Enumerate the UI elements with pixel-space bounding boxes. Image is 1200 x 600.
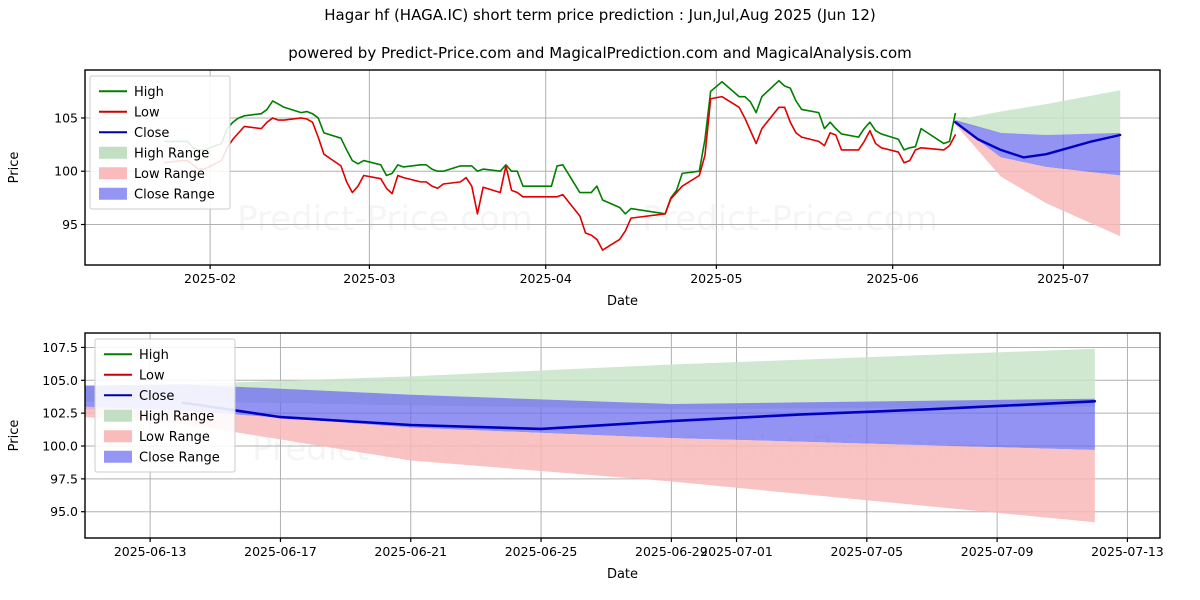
x-tick-label: 2025-06: [867, 271, 919, 286]
y-tick-label: 95: [62, 217, 78, 232]
legend-label: High: [134, 85, 164, 100]
legend-label: Low: [134, 105, 160, 120]
band-close-range: [955, 120, 1121, 176]
series-high: [163, 79, 957, 215]
legend-label: High Range: [139, 409, 214, 424]
y-axis-title: Price: [7, 152, 22, 184]
plot-frame: [84, 332, 1161, 539]
bottom-prediction-chart: Predict-Price.comPredict-Price.com95.097…: [0, 325, 1200, 600]
legend-label: High Range: [134, 146, 209, 161]
band-high-range: [955, 90, 1121, 135]
legend-label: Close Range: [139, 450, 220, 465]
top-price-chart: Predict-Price.comPredict-Price.comPredic…: [0, 62, 1200, 325]
x-tick-label: 2025-06-21: [374, 544, 447, 559]
y-tick-label: 100.0: [42, 439, 78, 454]
legend-label: Close: [139, 389, 174, 404]
x-tick-label: 2025-07-05: [830, 544, 903, 559]
legend-label: High: [139, 348, 169, 363]
chart-legend: High Low Close High Range Low Range Close Ran…: [94, 338, 236, 473]
series-close: [181, 400, 1097, 431]
y-tick-label: 97.5: [50, 471, 78, 486]
page-title: Hagar hf (HAGA.IC) short term price pred…: [324, 6, 876, 24]
band-low-range: [85, 406, 1095, 523]
band-low-range: [955, 123, 1121, 237]
x-tick-label: 2025-03: [343, 271, 395, 286]
x-tick-label: 2025-02: [184, 271, 236, 286]
plot-frame: [84, 69, 1161, 266]
x-tick-label: 2025-06-17: [244, 544, 317, 559]
chart-legend: High Low Close High Range Low Range Close Ran…: [89, 75, 231, 210]
legend-label: Close: [134, 126, 169, 141]
legend-label: Close Range: [134, 187, 215, 202]
y-tick-label: 107.5: [42, 340, 78, 355]
watermark: Predict-Price.com: [642, 199, 938, 239]
x-axis-title: Date: [607, 567, 638, 582]
legend-label: Low Range: [134, 167, 205, 182]
series-close: [954, 121, 1122, 159]
y-axis-title: Price: [7, 420, 22, 452]
y-tick-label: 102.5: [42, 406, 78, 421]
legend-label: Low Range: [139, 430, 210, 445]
watermark: Predict-Price.com: [237, 199, 533, 239]
y-tick-label: 100: [54, 164, 78, 179]
x-tick-label: 2025-06-25: [505, 544, 578, 559]
x-tick-label: 2025-05: [690, 271, 742, 286]
x-tick-label: 2025-07-09: [961, 544, 1034, 559]
x-tick-label: 2025-07-01: [700, 544, 773, 559]
x-tick-label: 2025-07: [1037, 271, 1089, 286]
x-axis-title: Date: [607, 294, 638, 309]
x-tick-label: 2025-07-13: [1091, 544, 1164, 559]
band-close-range: [85, 384, 1095, 450]
y-tick-label: 95.0: [50, 504, 78, 519]
y-tick-label: 105: [54, 110, 78, 125]
legend-label: Low: [139, 368, 165, 383]
x-tick-label: 2025-04: [520, 271, 572, 286]
x-tick-label: 2025-06-13: [114, 544, 187, 559]
page-subtitle: powered by Predict-Price.com and Magical…: [288, 44, 912, 62]
y-tick-label: 105.0: [42, 373, 78, 388]
series-low: [163, 95, 957, 251]
x-tick-label: 2025-06-29: [635, 544, 708, 559]
